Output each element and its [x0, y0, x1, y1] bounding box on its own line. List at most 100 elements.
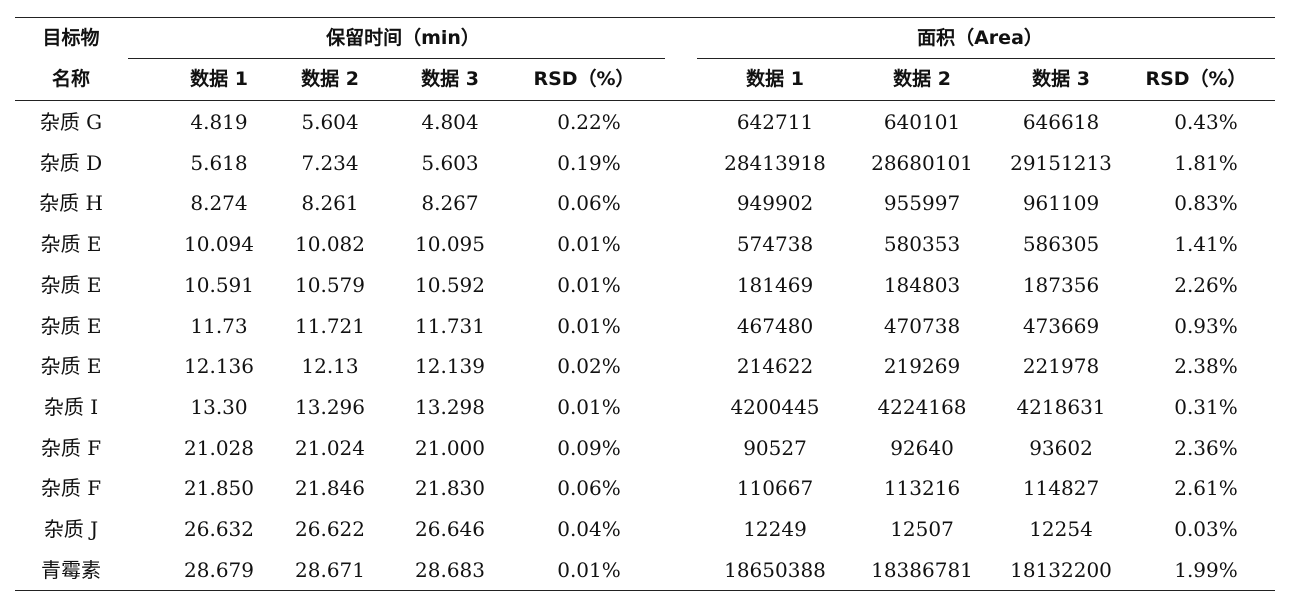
row-10-area-1-cell: 110667 [736, 476, 814, 501]
row-1-area-rsd-cell: 0.43% [1174, 110, 1238, 134]
row-11-area-rsd-cell: 0.03% [1174, 517, 1238, 541]
row-2-rt-rsd-cell: 0.19% [557, 150, 621, 175]
row-5-rt-1-cell: 10.591 [184, 272, 254, 297]
row-3-area-1-cell: 949902 [736, 191, 814, 216]
row-3-rt-2-cell: 8.261 [301, 191, 359, 216]
row-8-rt-1-cell: 13.30 [190, 394, 248, 419]
row-9-area-rsd-cell: 2.36% [1174, 435, 1238, 460]
row-6-rt-2-cell: 11.721 [295, 313, 365, 338]
row-2-target-name: 杂质 D [39, 150, 103, 175]
row-6-area-rsd-cell: 0.93% [1174, 313, 1238, 338]
row-7-rt-rsd-cell: 0.02% [557, 354, 621, 379]
row-1-rt-3-cell: 4.804 [421, 110, 479, 134]
row-6-rt-1-cell: 11.73 [190, 313, 248, 338]
row-9-target-name: 杂质 F [40, 435, 102, 460]
row-11-rt-2-cell: 26.622 [295, 517, 365, 541]
bottom-rule [15, 590, 1275, 591]
row-2-area-rsd-cell: 1.81% [1174, 150, 1238, 175]
row-4-area-1-cell: 574738 [736, 232, 814, 257]
row-11-rt-rsd-cell: 0.04% [557, 517, 621, 541]
row-12-area-2-cell: 18386781 [871, 557, 973, 582]
row-11-target-name: 杂质 J [43, 517, 99, 541]
row-10-target-name: 杂质 F [40, 476, 102, 501]
row-8-area-2-cell: 4224168 [877, 394, 967, 419]
row-10-rt-2-cell: 21.846 [295, 476, 365, 501]
row-9-rt-3-cell: 21.000 [415, 435, 485, 460]
row-2-rt-1-cell: 5.618 [190, 150, 248, 175]
row-7-area-rsd-cell: 2.38% [1174, 354, 1238, 379]
row-11-rt-3-cell: 26.646 [415, 517, 485, 541]
row-4-area-3-cell: 586305 [1022, 232, 1100, 257]
area-group-rule [697, 58, 1275, 59]
row-1-rt-2-cell: 5.604 [301, 110, 359, 134]
row-12-rt-1-cell: 28.679 [184, 557, 254, 582]
row-7-rt-3-cell: 12.139 [415, 354, 485, 379]
row-3-rt-rsd-cell: 0.06% [557, 191, 621, 216]
row-12-target-name: 青霉素 [41, 557, 101, 582]
row-7-area-1-cell: 214622 [736, 354, 814, 379]
row-12-rt-3-cell: 28.683 [415, 557, 485, 582]
row-4-rt-rsd-cell: 0.01% [557, 232, 621, 257]
row-1-area-2-cell: 640101 [883, 110, 961, 134]
retention-group-header: 保留时间（min） [326, 27, 480, 49]
row-1-target-name: 杂质 G [39, 110, 103, 134]
row-6-rt-3-cell: 11.731 [415, 313, 485, 338]
row-11-area-1-cell: 12249 [743, 517, 807, 541]
row-12-rt-2-cell: 28.671 [295, 557, 365, 582]
row-1-area-1-cell: 642711 [736, 110, 814, 134]
column-header-area-2: 数据 2 [893, 68, 951, 90]
row-12-area-1-cell: 18650388 [724, 557, 826, 582]
row-12-rt-rsd-cell: 0.01% [557, 557, 621, 582]
area-group-header: 面积（Area） [917, 27, 1043, 49]
row-12-area-3-cell: 18132200 [1010, 557, 1112, 582]
target-header-bottom: 名称 [51, 68, 91, 90]
row-10-area-2-cell: 113216 [883, 476, 961, 501]
row-5-rt-rsd-cell: 0.01% [557, 272, 621, 297]
row-9-area-1-cell: 90527 [743, 435, 807, 460]
retention-group-rule [128, 58, 665, 59]
row-7-area-2-cell: 219269 [883, 354, 961, 379]
row-7-rt-1-cell: 12.136 [184, 354, 254, 379]
row-2-area-3-cell: 29151213 [1010, 150, 1112, 175]
row-2-area-2-cell: 28680101 [871, 150, 973, 175]
row-12-area-rsd-cell: 1.99% [1174, 557, 1238, 582]
row-7-rt-2-cell: 12.13 [301, 354, 359, 379]
row-11-rt-1-cell: 26.632 [184, 517, 254, 541]
row-6-target-name: 杂质 E [40, 313, 102, 338]
row-3-area-2-cell: 955997 [883, 191, 961, 216]
row-5-area-rsd-cell: 2.26% [1174, 272, 1238, 297]
row-3-target-name: 杂质 H [39, 191, 103, 216]
row-3-area-3-cell: 961109 [1022, 191, 1100, 216]
row-1-rt-1-cell: 4.819 [190, 110, 248, 134]
row-3-rt-3-cell: 8.267 [421, 191, 479, 216]
column-header-rt-1: 数据 1 [190, 68, 248, 90]
column-header-area-1: 数据 1 [746, 68, 804, 90]
row-5-target-name: 杂质 E [40, 272, 102, 297]
row-4-area-2-cell: 580353 [883, 232, 961, 257]
row-4-target-name: 杂质 E [40, 232, 102, 257]
row-11-area-3-cell: 12254 [1029, 517, 1093, 541]
column-header-area-3: 数据 3 [1032, 68, 1090, 90]
row-7-target-name: 杂质 E [40, 354, 102, 379]
row-1-rt-rsd-cell: 0.22% [557, 110, 621, 134]
row-8-area-rsd-cell: 0.31% [1174, 394, 1238, 419]
row-10-area-rsd-cell: 2.61% [1174, 476, 1238, 501]
row-7-area-3-cell: 221978 [1022, 354, 1100, 379]
row-8-area-3-cell: 4218631 [1016, 394, 1106, 419]
row-6-rt-rsd-cell: 0.01% [557, 313, 621, 338]
row-8-target-name: 杂质 I [43, 394, 99, 419]
row-8-area-1-cell: 4200445 [730, 394, 820, 419]
row-10-rt-3-cell: 21.830 [415, 476, 485, 501]
row-2-area-1-cell: 28413918 [724, 150, 826, 175]
row-5-area-2-cell: 184803 [883, 272, 961, 297]
row-5-rt-2-cell: 10.579 [295, 272, 365, 297]
row-10-rt-rsd-cell: 0.06% [557, 476, 621, 501]
column-header-rt-rsd: RSD（%） [533, 68, 635, 90]
row-10-rt-1-cell: 21.850 [184, 476, 254, 501]
row-6-area-2-cell: 470738 [883, 313, 961, 338]
header-bottom-rule [15, 100, 1275, 101]
row-6-area-1-cell: 467480 [736, 313, 814, 338]
row-3-rt-1-cell: 8.274 [190, 191, 248, 216]
row-5-area-1-cell: 181469 [736, 272, 814, 297]
